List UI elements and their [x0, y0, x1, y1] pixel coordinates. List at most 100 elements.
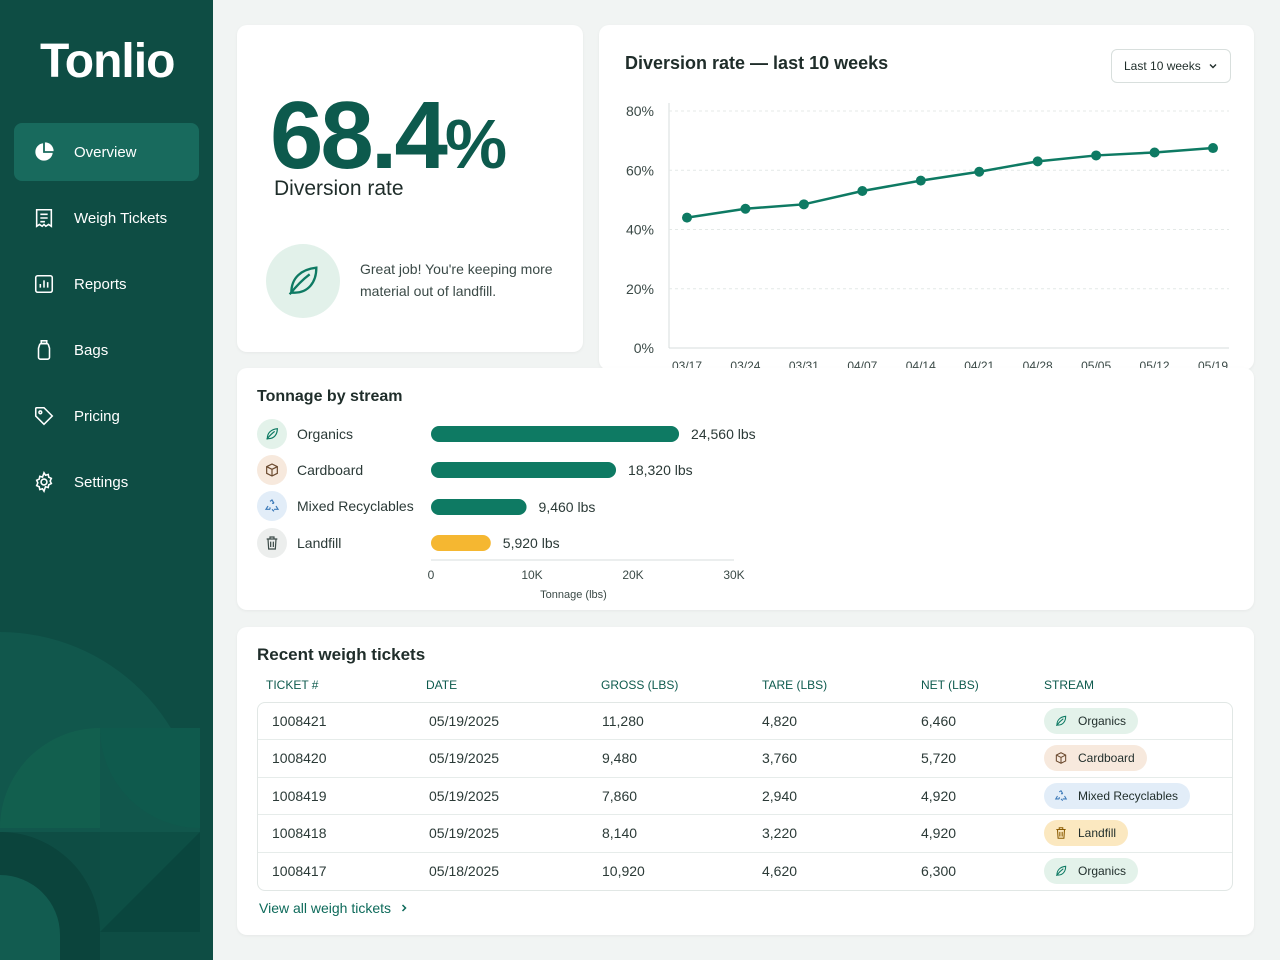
sidebar-item-settings[interactable]: Settings [14, 453, 199, 511]
sidebar-item-bags[interactable]: Bags [14, 321, 199, 379]
view-all-tickets-link[interactable]: View all weigh tickets [259, 900, 409, 916]
table-row[interactable]: 1008418 05/19/2025 8,140 3,220 4,920 Lan… [258, 815, 1232, 853]
tickets-table: 1008421 05/19/2025 11,280 4,820 6,460 Or… [257, 702, 1233, 891]
diversion-kpi-card: 68.4% Diversion rate Great job! You're k… [237, 25, 583, 352]
data-point [857, 185, 868, 196]
leaf-icon [1055, 715, 1067, 726]
x-tick-label: 05/19 [1198, 359, 1228, 370]
ticket-number: 1008419 [272, 787, 327, 804]
sidebar-nav: Overview Weigh Tickets Reports Bags Pric… [14, 123, 199, 519]
stream-badge: Mixed Recyclables [1044, 782, 1191, 809]
diversion-line-chart: 0% 20% 40% 60% 80% 03/17 03/24 03/31 04/07 04/14 0… [626, 103, 1229, 370]
x-tick-label: 30K [723, 568, 744, 582]
ticket-net: 6,460 [921, 713, 957, 729]
stream-name: Cardboard [297, 462, 364, 478]
data-point [682, 212, 692, 223]
x-tick-label: 05/05 [1081, 359, 1111, 370]
x-tick-label: 04/28 [1023, 359, 1053, 370]
sidebar-item-label: Settings [74, 473, 129, 491]
chevron-down-icon [1209, 64, 1217, 69]
data-point [915, 175, 926, 186]
range-select[interactable]: Last 10 weeks [1111, 49, 1231, 83]
data-point [1208, 143, 1218, 154]
x-tick-label: 04/14 [906, 359, 936, 370]
trash-icon [257, 528, 287, 558]
recycle-icon [1054, 789, 1068, 801]
data-point [740, 203, 751, 214]
brand-logo: Tonlio [40, 35, 175, 88]
stream-badge-label: Landfill [1078, 826, 1117, 841]
table-row[interactable]: 1008421 05/19/2025 11,280 4,820 6,460 Or… [258, 703, 1232, 741]
stream-label-cardboard: Cardboard [257, 455, 363, 485]
table-row[interactable]: 1008419 05/19/2025 7,860 2,940 4,920 Mix… [258, 778, 1232, 816]
y-tick-label: 20% [626, 281, 654, 297]
table-row[interactable]: 1008420 05/19/2025 9,480 3,760 5,720 Car… [258, 740, 1232, 778]
ticket-net: 6,300 [921, 862, 957, 879]
data-point [1091, 150, 1102, 161]
stream-badge: Cardboard [1044, 745, 1147, 772]
x-tick-label: 03/24 [730, 359, 760, 370]
ticket-date: 05/19/2025 [429, 825, 500, 842]
sidebar-item-label: Reports [74, 275, 127, 293]
stream-label-organics: Organics [257, 419, 353, 449]
table-header: TICKET # DATE GROSS (LBS) TARE (LBS) NET… [257, 678, 1233, 696]
bar-value-label: 5,920 lbs [503, 535, 560, 551]
tag-icon [32, 404, 56, 428]
sidebar-item-reports[interactable]: Reports [14, 255, 199, 313]
decorative-shapes [0, 632, 200, 960]
ticket-net: 4,920 [921, 825, 957, 842]
bar-value-label: 24,560 lbs [691, 426, 756, 442]
sidebar-item-label: Overview [74, 143, 137, 161]
sidebar-item-overview[interactable]: Overview [14, 123, 199, 181]
chevron-right-icon [402, 904, 407, 912]
ticket-net: 4,920 [921, 787, 957, 804]
leaf-icon [257, 419, 287, 449]
column-header-net: NET (LBS) [921, 678, 979, 692]
y-tick-label: 80% [626, 103, 654, 119]
range-select-value: Last 10 weeks [1124, 59, 1201, 73]
stream-name: Landfill [297, 535, 342, 551]
bag-icon [32, 338, 56, 362]
stream-badge: Organics [1044, 708, 1139, 734]
bar-report-icon [32, 272, 56, 296]
receipt-icon [32, 206, 56, 230]
column-header-tare: TARE (LBS) [762, 678, 828, 692]
ticket-number: 1008418 [272, 825, 327, 842]
weigh-tickets-card: Recent weigh tickets TICKET # DATE GROSS… [237, 627, 1254, 935]
ticket-number: 1008417 [272, 862, 327, 879]
ticket-number: 1008420 [272, 750, 327, 767]
ticket-date: 05/19/2025 [429, 750, 500, 767]
ticket-date: 05/19/2025 [429, 713, 500, 729]
stream-badge: Organics [1044, 857, 1139, 884]
x-tick-label: 04/07 [847, 359, 877, 370]
kpi-message: Great job! You're keeping more material … [360, 261, 553, 299]
leaf-icon [266, 244, 340, 318]
ticket-tare: 4,820 [762, 713, 798, 729]
ticket-net: 5,720 [921, 750, 957, 767]
ticket-gross: 10,920 [602, 862, 645, 879]
table-row[interactable]: 1008417 05/18/2025 10,920 4,620 6,300 Or… [258, 853, 1232, 890]
diversion-trend-card: Diversion rate — last 10 weeks Last 10 w… [599, 25, 1254, 370]
diversion-rate-value: 68.4% [270, 81, 507, 191]
sidebar-item-pricing[interactable]: Pricing [14, 387, 199, 445]
x-tick-label: 04/21 [964, 359, 994, 370]
y-tick-label: 0% [634, 340, 654, 356]
y-tick-label: 40% [626, 222, 654, 238]
column-header-gross: GROSS (LBS) [601, 678, 679, 692]
bar-value-label: 18,320 lbs [628, 462, 693, 478]
leaf-icon [1055, 865, 1067, 876]
x-axis-label: Tonnage (lbs) [540, 589, 607, 601]
y-tick-label: 60% [626, 162, 654, 178]
ticket-tare: 4,620 [762, 862, 798, 879]
stream-label-mixed-recyclables: Mixed Recyclables [257, 491, 414, 521]
sidebar-item-weigh-tickets[interactable]: Weigh Tickets [14, 189, 199, 247]
bar-value-label: 9,460 lbs [539, 499, 596, 515]
series-line [686, 146, 1214, 219]
stream-badge-label: Organics [1078, 714, 1127, 728]
stream-badge-label: Organics [1078, 863, 1127, 878]
ticket-date: 05/19/2025 [429, 787, 500, 804]
stream-badge-label: Mixed Recyclables [1078, 788, 1179, 803]
ticket-gross: 8,140 [602, 825, 638, 842]
stream-name: Organics [297, 426, 354, 442]
data-point [1032, 156, 1043, 167]
